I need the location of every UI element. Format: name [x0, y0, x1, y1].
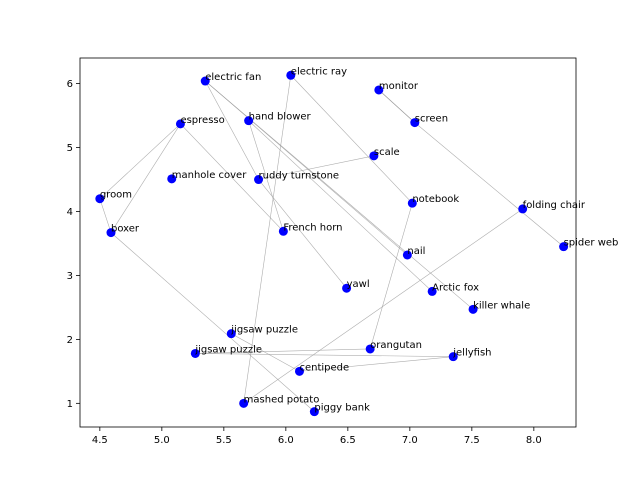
- point-label: groom: [100, 190, 132, 201]
- point-label: piggy bank: [314, 403, 370, 414]
- data-point: [407, 198, 417, 208]
- x-axis: 4.5 5.0 5.5 6.0 6.5 7.0 7.5 8.0: [92, 427, 542, 446]
- edge-line: [99, 123, 181, 199]
- point-label: Arctic fox: [432, 282, 479, 293]
- point-label: screen: [415, 114, 448, 125]
- point-label: centipede: [299, 362, 349, 373]
- x-tick-label: 8.0: [526, 435, 542, 446]
- edge-line: [248, 120, 433, 292]
- edge-line: [99, 198, 112, 233]
- x-tick-label: 7.5: [464, 435, 480, 446]
- data-point: [244, 116, 254, 126]
- point-label: manhole cover: [172, 170, 247, 181]
- point-label: ruddy turnstone: [259, 171, 340, 182]
- edge-line: [414, 122, 564, 247]
- data-point: [239, 398, 249, 408]
- plot-frame: [79, 57, 577, 428]
- data-point: [95, 194, 105, 204]
- edge-line: [204, 80, 259, 180]
- point-label: mashed potato: [244, 394, 320, 405]
- edge-line: [299, 356, 454, 372]
- data-point: [294, 366, 304, 376]
- point-label: electric ray: [291, 66, 347, 77]
- edge-lines: [99, 75, 564, 412]
- point-label: electric fan: [205, 72, 261, 83]
- data-point: [410, 118, 420, 128]
- data-point: [374, 85, 384, 95]
- edge-line: [248, 120, 284, 232]
- y-axis: 1 2 3 4 5 6: [67, 79, 80, 410]
- edge-line: [195, 353, 454, 357]
- data-point: [175, 119, 185, 129]
- data-point: [190, 348, 200, 358]
- data-point: [559, 242, 569, 252]
- point-label: espresso: [180, 115, 224, 126]
- x-tick-label: 6.0: [278, 435, 294, 446]
- point-label: orangutan: [370, 340, 422, 351]
- data-point: [365, 344, 375, 354]
- data-point: [518, 204, 528, 214]
- data-point: [427, 286, 437, 296]
- point-label: killer whale: [473, 300, 530, 311]
- data-point: [342, 283, 352, 293]
- edge-line: [290, 75, 413, 204]
- point-label: French horn: [283, 222, 342, 233]
- point-label: hand blower: [249, 112, 312, 123]
- data-point: [468, 304, 478, 314]
- edge-line: [195, 348, 371, 354]
- edge-line: [243, 75, 292, 404]
- point-label: spider web: [564, 238, 619, 249]
- data-point: [309, 407, 319, 417]
- data-point: [448, 352, 458, 362]
- edge-line: [258, 155, 374, 180]
- data-point: [286, 70, 296, 80]
- y-tick-label: 2: [67, 335, 73, 346]
- x-tick-label: 5.0: [154, 435, 170, 446]
- data-points: electric ray electric fan monitor hand blow…: [95, 66, 619, 417]
- point-label: monitor: [379, 81, 419, 92]
- data-point: [106, 228, 116, 238]
- y-tick-label: 1: [67, 399, 73, 410]
- edge-line: [110, 232, 315, 412]
- x-tick-label: 4.5: [92, 435, 108, 446]
- edge-line: [258, 179, 347, 289]
- y-tick-label: 5: [67, 143, 73, 154]
- y-tick-label: 3: [67, 271, 73, 282]
- edge-line: [180, 123, 284, 232]
- data-point: [226, 329, 236, 339]
- edge-line: [243, 208, 523, 404]
- point-label: yawl: [347, 279, 370, 290]
- data-point: [402, 250, 412, 260]
- x-tick-label: 6.5: [340, 435, 356, 446]
- edge-line: [378, 89, 416, 123]
- data-point: [167, 174, 177, 184]
- y-tick-label: 4: [67, 207, 73, 218]
- y-tick-label: 6: [67, 79, 73, 90]
- data-point: [369, 151, 379, 161]
- edge-line: [110, 123, 181, 233]
- edge-line: [369, 203, 413, 350]
- x-tick-label: 7.0: [402, 435, 418, 446]
- data-point: [254, 175, 264, 185]
- data-point: [278, 226, 288, 236]
- x-tick-label: 5.5: [216, 435, 232, 446]
- data-point: [200, 76, 210, 86]
- point-label: folding chair: [523, 200, 586, 211]
- point-label: scale: [374, 147, 400, 158]
- point-label: jigsaw puzzle: [194, 344, 262, 355]
- point-label: boxer: [111, 224, 140, 235]
- point-label: jigsaw puzzle: [230, 325, 298, 336]
- edge-line: [231, 333, 300, 372]
- point-label: jellyfish: [452, 348, 491, 359]
- point-label: notebook: [412, 194, 459, 205]
- point-label: nail: [407, 246, 425, 257]
